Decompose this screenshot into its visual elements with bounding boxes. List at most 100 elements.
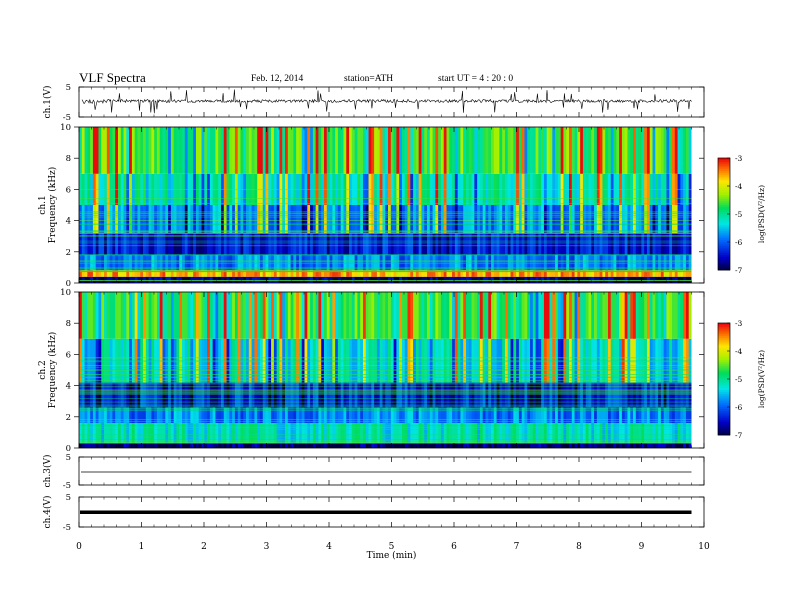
spectrogram-cell bbox=[638, 443, 642, 448]
spectrogram-cell bbox=[633, 254, 637, 271]
spectrogram-cell bbox=[443, 254, 447, 271]
spectrogram-cell bbox=[365, 382, 369, 408]
x-axis-label: Time (min) bbox=[367, 550, 417, 561]
spectrogram-cell bbox=[440, 254, 445, 271]
spectrogram-cell bbox=[390, 292, 394, 339]
spectrogram-cell bbox=[145, 382, 149, 408]
spectrogram-cell bbox=[129, 270, 133, 277]
spectrogram-cell bbox=[535, 233, 539, 255]
spectrogram-cell bbox=[187, 276, 191, 283]
spectrogram-cell bbox=[360, 407, 364, 424]
spectrogram-cell bbox=[552, 270, 556, 277]
spectrogram-cell bbox=[427, 423, 431, 444]
spectrogram-cell bbox=[134, 127, 138, 174]
spectrogram-cell bbox=[95, 443, 99, 448]
spectrogram-cell bbox=[298, 423, 303, 444]
spectrogram-cell bbox=[599, 254, 603, 271]
spectrogram-cell bbox=[482, 270, 486, 277]
spectrogram-cell bbox=[666, 254, 670, 271]
spectrogram-cell bbox=[502, 407, 506, 424]
y-tick-label: -5 bbox=[63, 523, 71, 533]
spectrogram-cell bbox=[585, 270, 589, 277]
y-tick-label: 5 bbox=[66, 83, 71, 93]
spectrogram-cell bbox=[630, 407, 634, 424]
spectrogram-cell bbox=[120, 127, 124, 174]
spectrogram-cell bbox=[257, 233, 261, 255]
spectrogram-cell bbox=[569, 382, 573, 408]
spectrogram-cell bbox=[376, 254, 381, 271]
colorbar-tick-label: -7 bbox=[735, 266, 743, 275]
spectrogram-cell bbox=[563, 233, 567, 255]
spectrogram-cell bbox=[627, 276, 631, 283]
spectrogram-cell bbox=[421, 407, 425, 424]
spectrogram-cell bbox=[413, 205, 417, 234]
spectrogram-cell bbox=[112, 382, 116, 408]
spectrogram-cell bbox=[273, 276, 278, 283]
spectrogram-cell bbox=[460, 292, 464, 339]
spectrogram-cell bbox=[371, 276, 375, 283]
spectrogram-cell bbox=[84, 233, 88, 255]
spectrogram-cell bbox=[315, 407, 319, 424]
spectrogram-cell bbox=[279, 443, 283, 448]
spectrogram-cell bbox=[507, 443, 511, 448]
spectrogram-cell bbox=[156, 270, 161, 277]
spectrogram-cell bbox=[524, 254, 528, 271]
spectrogram-cell bbox=[385, 443, 389, 448]
spectrogram-cell bbox=[513, 423, 517, 444]
colorbar-segment bbox=[718, 371, 730, 374]
spectrogram-cell bbox=[674, 254, 678, 271]
colorbar-segment bbox=[718, 158, 730, 161]
spectrogram-cell bbox=[619, 127, 623, 174]
spectrogram-cell bbox=[538, 270, 542, 277]
spectrogram-cell bbox=[301, 254, 305, 271]
spectrogram-cell bbox=[613, 254, 617, 271]
spectrogram-cell bbox=[474, 205, 478, 234]
spectrogram-cell bbox=[543, 270, 548, 277]
spectrogram-cell bbox=[193, 205, 197, 234]
spectrogram-cell bbox=[209, 233, 214, 255]
spectrogram-cell bbox=[382, 423, 386, 444]
spectrogram-cell bbox=[396, 382, 400, 408]
spectrogram-cell bbox=[198, 276, 202, 283]
spectrogram-cell bbox=[454, 382, 459, 408]
spectrogram-cell bbox=[649, 292, 653, 339]
spectrogram-cell bbox=[410, 407, 414, 424]
spectrogram-cell bbox=[298, 276, 303, 283]
spectrogram-cell bbox=[683, 292, 687, 339]
spectrogram-cell bbox=[521, 270, 525, 277]
spectrogram-cell bbox=[268, 205, 272, 234]
spectrogram-cell bbox=[596, 254, 601, 271]
spectrogram-cell bbox=[271, 233, 275, 255]
spectrogram-cell bbox=[390, 382, 394, 408]
spectrogram-cell bbox=[474, 254, 478, 271]
spectrogram-cell bbox=[134, 270, 138, 277]
spectrogram-cell bbox=[427, 233, 431, 255]
spectrogram-cell bbox=[635, 292, 639, 339]
spectrogram-cell bbox=[677, 233, 681, 255]
spectrogram-cell bbox=[151, 292, 155, 339]
spectrogram-cell bbox=[351, 443, 356, 448]
spectrogram-cell bbox=[368, 292, 372, 339]
spectrogram-cell bbox=[340, 292, 344, 339]
spectrogram-cell bbox=[207, 127, 211, 174]
spectrogram-cell bbox=[368, 382, 372, 408]
spectrogram-cell bbox=[376, 292, 381, 339]
spectrogram-cell bbox=[324, 276, 328, 283]
x-tick-label: 4 bbox=[326, 542, 332, 552]
spectrogram-cell bbox=[184, 423, 188, 444]
spectrogram-cell bbox=[126, 233, 130, 255]
spectrogram-cell bbox=[290, 382, 294, 408]
spectrogram-cell bbox=[463, 443, 467, 448]
colorbar-segment bbox=[718, 184, 730, 187]
spectrogram-cell bbox=[385, 407, 389, 424]
spectrogram-cell bbox=[268, 423, 272, 444]
spectrogram-cell bbox=[535, 443, 539, 448]
spectrogram-cell bbox=[154, 443, 158, 448]
spectrogram-cell bbox=[201, 127, 205, 174]
spectrogram-cell bbox=[669, 205, 673, 234]
spectrogram-cell bbox=[182, 382, 186, 408]
spectrogram-cell bbox=[273, 443, 278, 448]
spectrogram-cell bbox=[413, 423, 417, 444]
spectrogram-cell bbox=[685, 233, 690, 255]
spectrogram-cell bbox=[98, 254, 102, 271]
